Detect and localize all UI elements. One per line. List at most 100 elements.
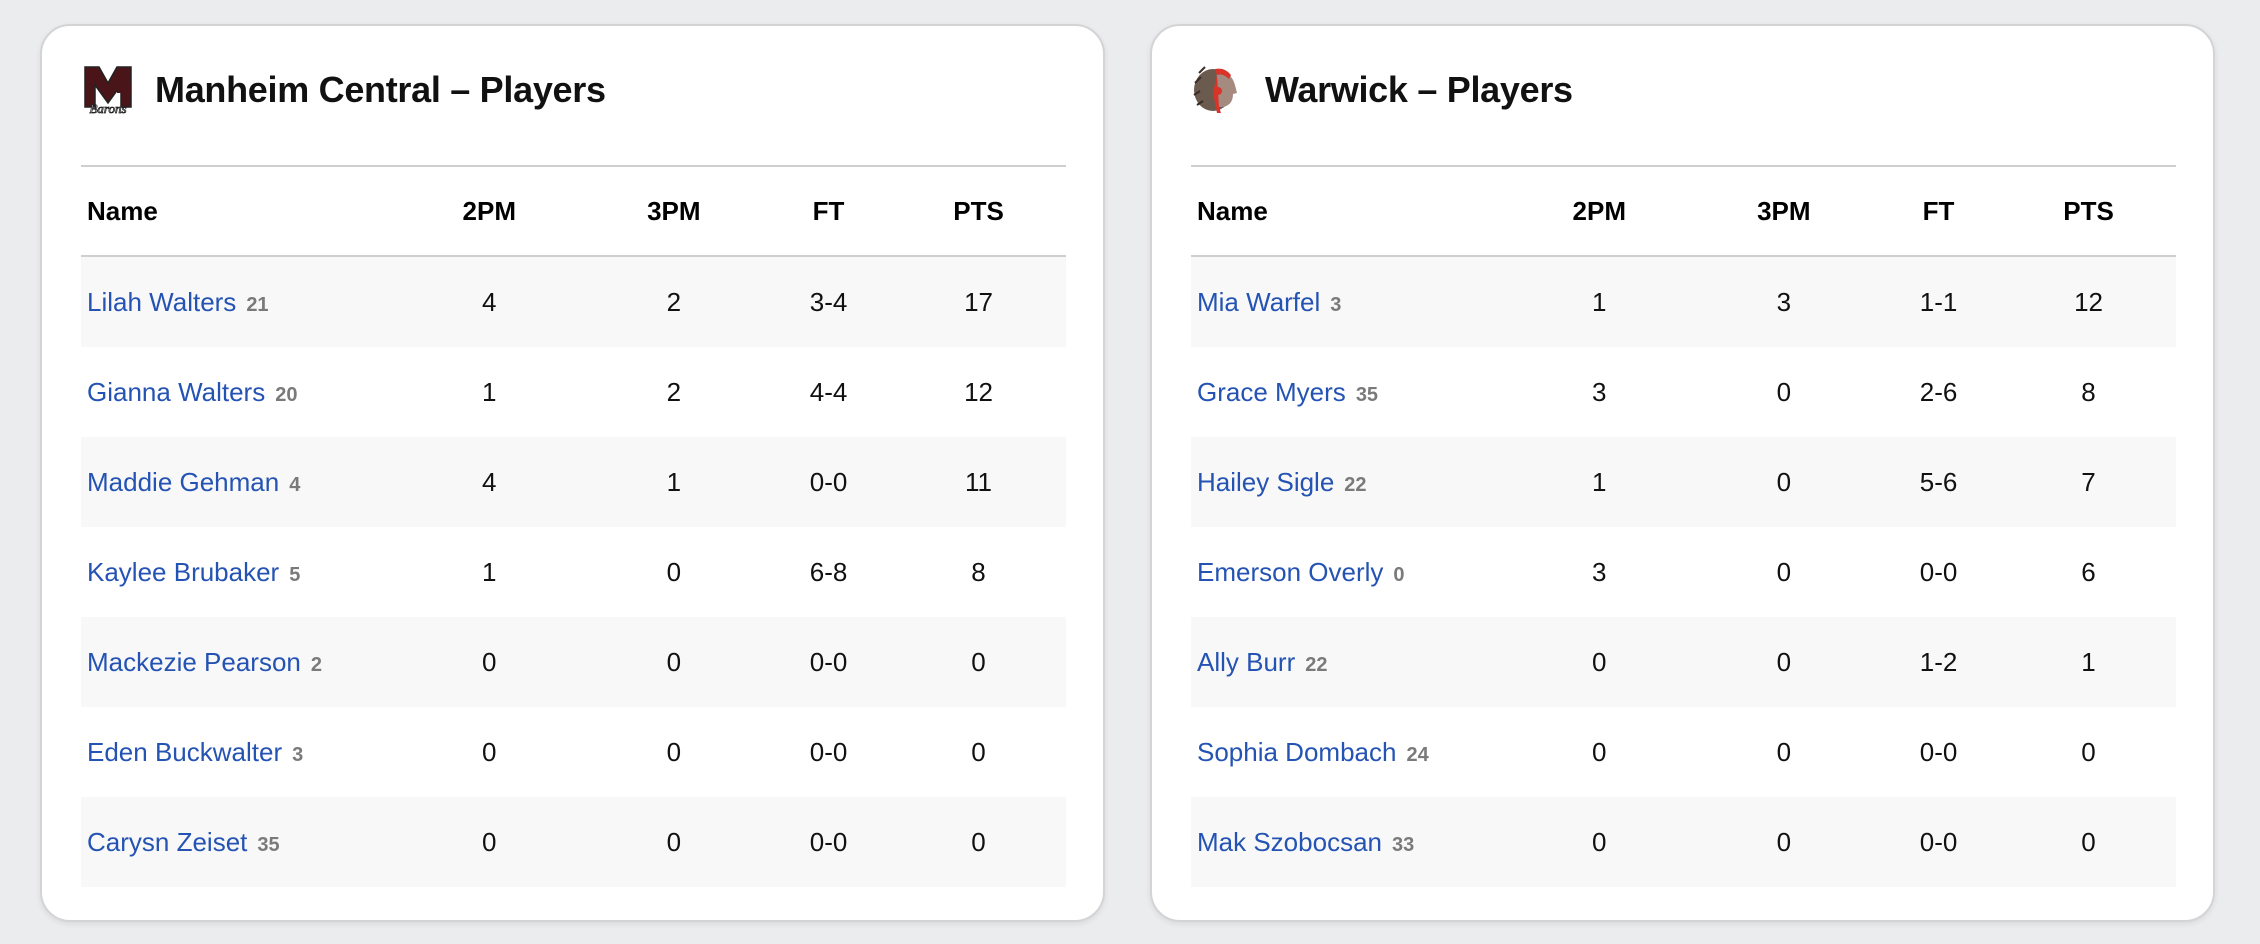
- stat-pts: 0: [2081, 736, 2096, 767]
- stat-ft: 5-6: [1876, 437, 2002, 527]
- player-name-link[interactable]: Emerson Overly: [1197, 556, 1384, 587]
- col-3pm[interactable]: 3PM: [581, 165, 767, 257]
- player-name-link[interactable]: Hailey Sigle: [1197, 466, 1335, 497]
- stat-3pm: 2: [581, 256, 767, 347]
- stat-2pm: 3: [1592, 376, 1607, 407]
- player-cell: Mak Szobocsan 33: [1191, 797, 1507, 887]
- jersey-number: 0: [1393, 563, 1405, 586]
- player-name-link[interactable]: Kaylee Brubaker: [87, 556, 280, 587]
- jersey-number: 20: [275, 383, 298, 406]
- stat-3pm: 0: [666, 736, 682, 767]
- stat-2pm: 4: [397, 437, 582, 527]
- jersey-number: 22: [1305, 653, 1328, 676]
- stat-ft: 3-4: [766, 256, 892, 347]
- table-row: Maddie Gehman 4 4 1 0-0 11: [81, 437, 1066, 527]
- col-name[interactable]: Name: [81, 165, 397, 257]
- stat-ft: 0-0: [1919, 556, 1958, 587]
- table-row: Sophia Dombach 24 0 0 0-0 0: [1191, 707, 2176, 797]
- player-name-link[interactable]: Grace Myers: [1197, 376, 1346, 407]
- player-cell: Gianna Walters 20: [81, 347, 397, 437]
- card-header: Warwick – Players: [1191, 62, 1573, 118]
- stat-3pm: 0: [1776, 376, 1792, 407]
- stat-ft: 1-2: [1876, 617, 2002, 707]
- stat-pts: 12: [2001, 256, 2176, 347]
- manheim-barons-logo-icon: Barons: [84, 66, 132, 116]
- table-header-row: Name 2PM 3PM FT PTS: [1191, 165, 2176, 257]
- jersey-number: 4: [289, 473, 301, 496]
- players-table: Name 2PM 3PM FT PTS Lilah Walters 21 4 2 3-4…: [81, 165, 1066, 887]
- player-name-link[interactable]: Mia Warfel: [1197, 286, 1321, 317]
- player-cell: Maddie Gehman 4: [81, 437, 397, 527]
- player-name-link[interactable]: Ally Burr: [1197, 646, 1296, 677]
- player-name-link[interactable]: Mak Szobocsan: [1197, 826, 1382, 857]
- jersey-number: 35: [1355, 383, 1379, 406]
- table-row: Carysn Zeiset 35 0 0 0-0 0: [81, 797, 1066, 887]
- stat-pts: 11: [891, 437, 1066, 527]
- col-ft[interactable]: FT: [1876, 165, 2002, 257]
- jersey-number: 5: [289, 563, 301, 586]
- player-cell: Carysn Zeiset 35: [81, 797, 397, 887]
- player-cell: Emerson Overly 0: [1191, 527, 1507, 617]
- table-row: Eden Buckwalter 3 0 0 0-0 0: [81, 707, 1066, 797]
- stat-2pm: 4: [397, 256, 582, 347]
- warwick-warriors-logo-icon: [1193, 66, 1237, 113]
- stat-pts: 8: [2081, 376, 2096, 407]
- jersey-number: 35: [257, 833, 280, 856]
- col-ft[interactable]: FT: [766, 165, 892, 257]
- jersey-number: 21: [246, 293, 269, 316]
- col-2pm[interactable]: 2PM: [1507, 165, 1692, 257]
- stat-3pm: 0: [1691, 797, 1877, 887]
- player-name-link[interactable]: Sophia Dombach: [1197, 736, 1397, 767]
- stat-ft: 0-0: [766, 797, 892, 887]
- stat-3pm: 0: [1691, 617, 1877, 707]
- player-name-link[interactable]: Maddie Gehman: [87, 466, 280, 497]
- stat-2pm: 0: [397, 797, 582, 887]
- stat-2pm: 1: [482, 376, 497, 407]
- card-header: Barons Manheim Central – Players: [81, 62, 606, 118]
- stat-3pm: 0: [581, 617, 767, 707]
- col-name[interactable]: Name: [1191, 165, 1507, 257]
- player-cell: Sophia Dombach 24: [1191, 707, 1507, 797]
- stat-2pm: 0: [482, 736, 497, 767]
- table-row: Ally Burr 22 0 0 1-2 1: [1191, 617, 2176, 707]
- stat-ft: 0-0: [766, 437, 892, 527]
- col-3pm[interactable]: 3PM: [1691, 165, 1877, 257]
- stat-pts: 8: [971, 556, 986, 587]
- stat-2pm: 1: [1507, 437, 1692, 527]
- stat-3pm: 0: [1776, 736, 1792, 767]
- table-row: Grace Myers 35 3 0 2-6 8: [1191, 347, 2176, 437]
- table-row: Lilah Walters 21 4 2 3-4 17: [81, 256, 1066, 347]
- table-row: Emerson Overly 0 3 0 0-0 6: [1191, 527, 2176, 617]
- stat-pts: 17: [891, 256, 1066, 347]
- stat-3pm: 0: [1776, 556, 1792, 587]
- col-pts[interactable]: PTS: [891, 165, 1066, 257]
- col-pts[interactable]: PTS: [2001, 165, 2176, 257]
- player-cell: Mia Warfel 3: [1191, 256, 1507, 347]
- table-row: Gianna Walters 20 1 2 4-4 12: [81, 347, 1066, 437]
- stat-pts: 6: [2081, 556, 2096, 587]
- table-row: Hailey Sigle 22 1 0 5-6 7: [1191, 437, 2176, 527]
- player-cell: Hailey Sigle 22: [1191, 437, 1507, 527]
- stat-ft: 4-4: [809, 376, 848, 407]
- warwick-players-card: Warwick – Players Name 2PM 3PM FT PTS Mi…: [1150, 24, 2215, 922]
- player-cell: Eden Buckwalter 3: [81, 707, 397, 797]
- stat-3pm: 0: [1691, 437, 1877, 527]
- stat-2pm: 0: [1507, 797, 1692, 887]
- stat-3pm: 2: [666, 376, 682, 407]
- player-cell: Grace Myers 35: [1191, 347, 1507, 437]
- player-name-link[interactable]: Mackezie Pearson: [87, 646, 301, 677]
- table-row: Mackezie Pearson 2 0 0 0-0 0: [81, 617, 1066, 707]
- player-name-link[interactable]: Carysn Zeiset: [87, 826, 248, 857]
- jersey-number: 22: [1344, 473, 1367, 496]
- stat-ft: 1-1: [1876, 256, 2002, 347]
- player-name-link[interactable]: Gianna Walters: [87, 376, 266, 407]
- manheim-players-card: Barons Manheim Central – Players Name 2P…: [40, 24, 1105, 922]
- player-name-link[interactable]: Eden Buckwalter: [87, 736, 283, 767]
- jersey-number: 33: [1391, 833, 1415, 856]
- table-row: Mak Szobocsan 33 0 0 0-0 0: [1191, 797, 2176, 887]
- players-table: Name 2PM 3PM FT PTS Mia Warfel 3 1 3 1-1 12 Gr…: [1191, 165, 2176, 887]
- col-2pm[interactable]: 2PM: [397, 165, 582, 257]
- stat-ft: 0-0: [766, 617, 892, 707]
- player-name-link[interactable]: Lilah Walters: [87, 286, 237, 317]
- stat-3pm: 0: [666, 556, 682, 587]
